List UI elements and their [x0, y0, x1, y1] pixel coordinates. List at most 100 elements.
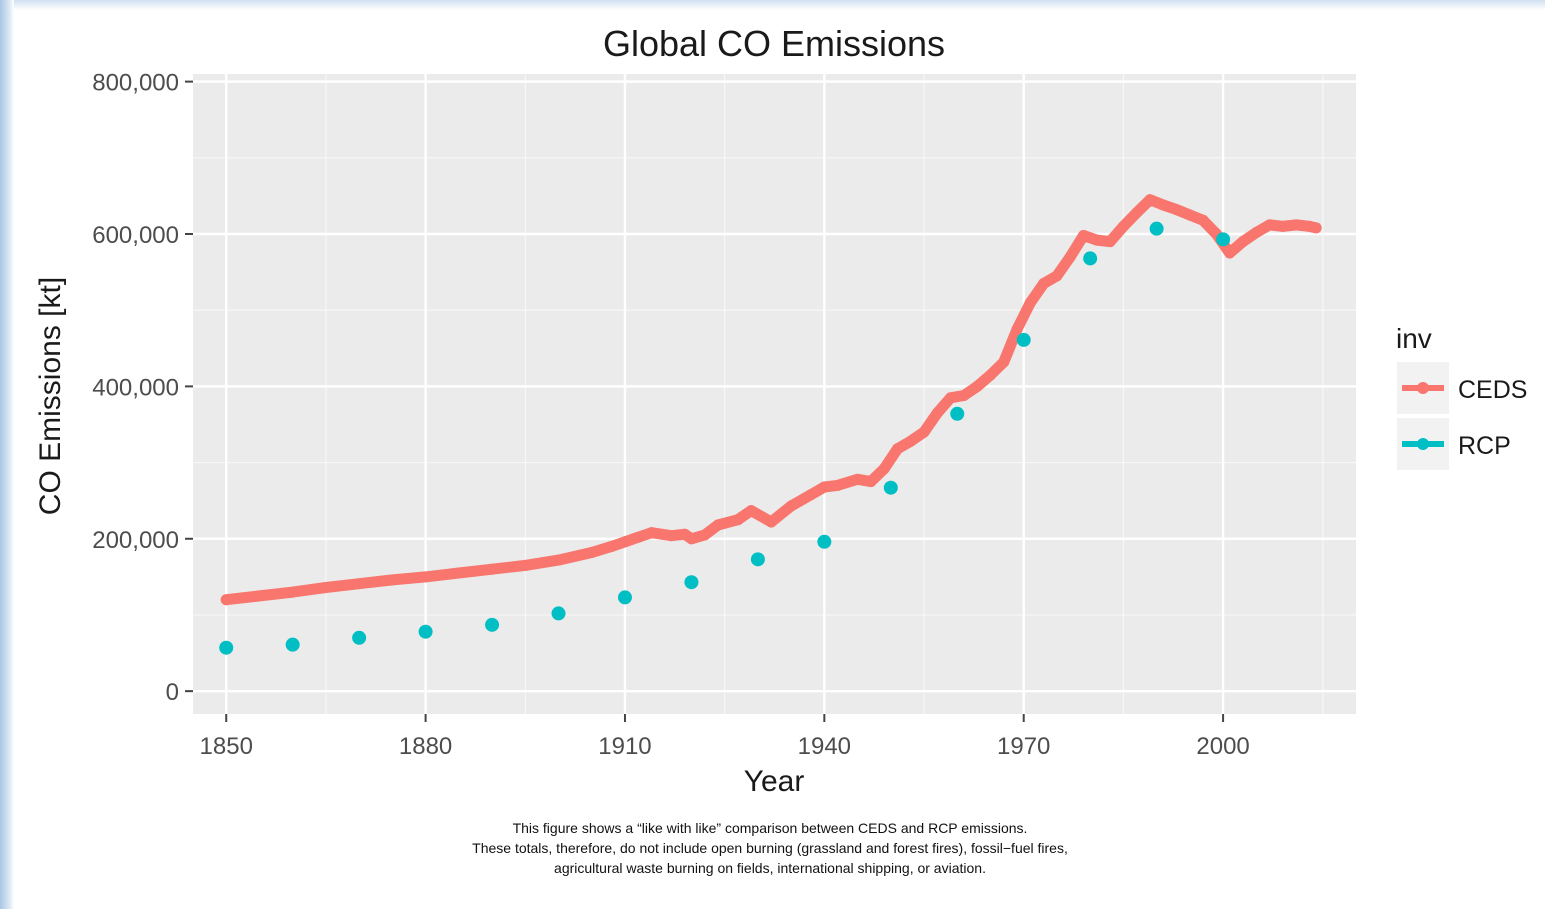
ceds-data-point: [1104, 236, 1116, 248]
plot-panel: [193, 74, 1356, 714]
ceds-data-point: [765, 516, 777, 528]
ceds-data-point: [586, 546, 598, 558]
legend-ceds-dot: [1417, 382, 1429, 394]
background-edge-left: [0, 0, 14, 909]
caption-line-1: This figure shows a “like with like” com…: [512, 820, 1028, 836]
rcp-data-point: [352, 630, 367, 645]
ceds-data-point: [712, 519, 724, 531]
ceds-data-point: [998, 356, 1010, 368]
rcp-data-point: [285, 637, 300, 652]
x-tick-label: 1850: [200, 733, 253, 760]
ceds-data-point: [805, 489, 817, 501]
ceds-data-point: [420, 571, 432, 583]
ceds-data-point: [453, 567, 465, 579]
rcp-data-point: [1149, 221, 1164, 236]
x-axis-label: Year: [744, 765, 805, 798]
caption-line-3: agricultural waste burning on fields, in…: [554, 860, 986, 876]
ceds-data-point: [878, 463, 890, 475]
ceds-data-point: [1038, 278, 1050, 290]
axis-ticks: [185, 80, 1225, 722]
grid-major: [193, 74, 1356, 714]
ceds-data-point: [1277, 220, 1289, 232]
rcp-data-point: [418, 624, 433, 639]
ceds-data-point: [1171, 204, 1183, 216]
ceds-data-point: [1157, 199, 1169, 211]
ceds-data-point: [832, 479, 844, 491]
caption-line-2: These totals, therefore, do not include …: [472, 840, 1068, 856]
ceds-data-point: [1051, 270, 1063, 282]
ceds-data-point: [353, 578, 365, 590]
y-tick-label: 0: [166, 679, 179, 706]
y-axis-label: CO Emissions [kt]: [34, 277, 67, 515]
ceds-data-point: [220, 594, 232, 606]
y-tick-label: 800,000: [92, 70, 179, 97]
legend-rcp-dot: [1417, 438, 1429, 450]
ceds-series-line: [220, 194, 1322, 606]
ceds-data-point: [665, 530, 677, 542]
legend-label-ceds: CEDS: [1458, 376, 1527, 404]
ceds-data-point: [486, 563, 498, 575]
y-tick-label: 200,000: [92, 527, 179, 554]
rcp-data-point: [617, 590, 632, 605]
ceds-data-point: [519, 559, 531, 571]
rcp-data-point: [883, 480, 898, 495]
ceds-data-point: [958, 390, 970, 402]
rcp-data-point: [950, 406, 965, 421]
rcp-data-point: [551, 606, 566, 621]
rcp-data-point: [1216, 232, 1231, 247]
x-tick-label: 1940: [798, 733, 851, 760]
ceds-data-point: [287, 586, 299, 598]
ceds-data-point: [984, 369, 996, 381]
rcp-data-point: [684, 575, 699, 590]
rcp-data-point: [750, 552, 765, 567]
ceds-data-point: [320, 582, 332, 594]
y-tick-label: 600,000: [92, 222, 179, 249]
ceds-data-point: [1078, 230, 1090, 242]
ceds-data-point: [619, 536, 631, 548]
ceds-data-point: [1290, 219, 1302, 231]
ceds-data-point: [852, 473, 864, 485]
ceds-data-point: [818, 481, 830, 493]
ceds-data-point: [553, 554, 565, 566]
rcp-data-point: [219, 640, 234, 655]
ceds-data-point: [606, 540, 618, 552]
ceds-data-point: [386, 574, 398, 586]
ceds-data-point: [918, 426, 930, 438]
x-tick-label: 2000: [1196, 733, 1249, 760]
x-tick-label: 1910: [598, 733, 651, 760]
x-tick-label: 1970: [997, 733, 1050, 760]
rcp-data-point: [817, 534, 832, 549]
ceds-data-point: [865, 476, 877, 488]
ceds-data-point: [632, 531, 644, 543]
ceds-data-point: [1131, 207, 1143, 219]
ceds-data-point: [1091, 234, 1103, 246]
legend-title: inv: [1396, 323, 1432, 354]
ceds-data-point: [253, 590, 265, 602]
ceds-data-point: [1184, 209, 1196, 221]
ceds-data-point: [1264, 219, 1276, 231]
series-layer: [219, 194, 1322, 655]
ceds-data-point: [646, 527, 658, 539]
ceds-data-point: [1117, 220, 1129, 232]
legend: inv CEDS RCP: [1396, 323, 1527, 470]
ceds-data-point: [1237, 236, 1249, 248]
chart-title: Global CO Emissions: [603, 23, 945, 64]
ceds-data-point: [971, 380, 983, 392]
rcp-data-point: [485, 617, 500, 632]
ceds-data-point: [945, 392, 957, 404]
ceds-data-point: [785, 500, 797, 512]
x-tick-labels: 1850 1880 1910 1940 1970 2000: [200, 733, 1250, 760]
rcp-data-point: [1016, 332, 1031, 347]
ceds-data-point: [1144, 194, 1156, 206]
ceds-data-point: [1011, 323, 1023, 335]
ceds-data-point: [905, 435, 917, 447]
ceds-data-point: [1250, 226, 1262, 238]
ceds-data-point: [1197, 214, 1209, 226]
ceds-data-point: [1024, 297, 1036, 309]
y-tick-label: 400,000: [92, 374, 179, 401]
grid-minor: [193, 74, 1356, 714]
ceds-data-point: [891, 443, 903, 455]
ceds-data-point: [685, 533, 697, 545]
ceds-data-point: [931, 407, 943, 419]
